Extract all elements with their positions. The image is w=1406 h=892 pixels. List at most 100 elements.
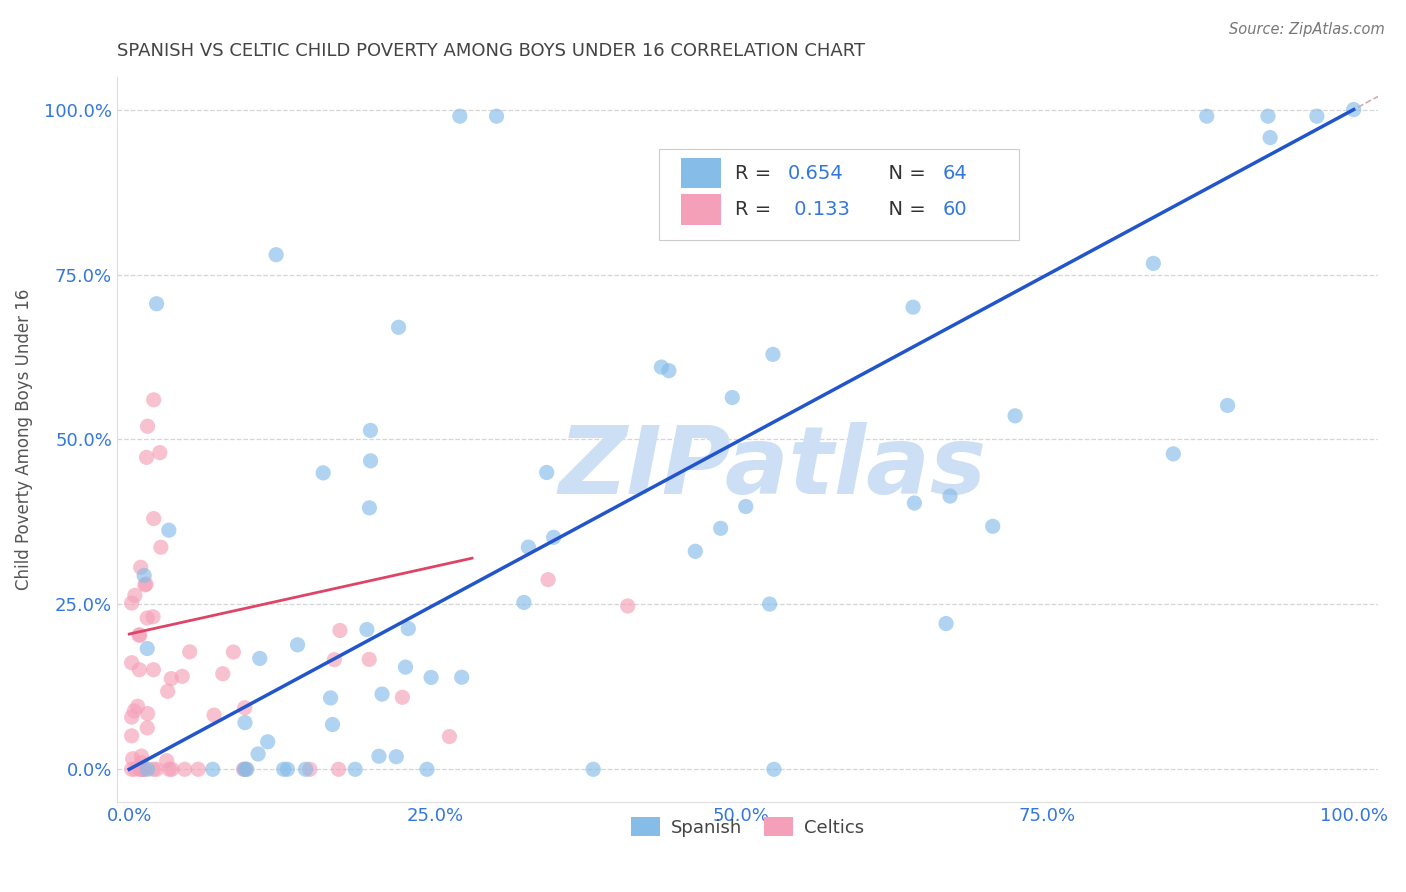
Point	[247, 747, 270, 761]
Point	[319, 690, 342, 705]
Point	[536, 466, 558, 480]
Point	[385, 749, 408, 764]
Point	[136, 419, 159, 434]
Point	[1195, 109, 1218, 123]
Y-axis label: Child Poverty Among Boys Under 16: Child Poverty Among Boys Under 16	[15, 289, 32, 591]
Point	[132, 762, 155, 776]
Point	[121, 752, 143, 766]
Point	[222, 645, 245, 659]
Point	[149, 541, 172, 555]
Point	[368, 749, 391, 764]
Point	[685, 544, 707, 558]
Point	[344, 762, 367, 776]
Point	[1216, 399, 1239, 413]
Point	[537, 573, 560, 587]
Point	[211, 666, 233, 681]
Point	[160, 762, 183, 776]
Point	[179, 645, 201, 659]
Point	[236, 762, 259, 776]
Point	[616, 599, 638, 613]
Point	[127, 699, 149, 714]
Point	[359, 652, 381, 666]
Point	[1306, 109, 1329, 123]
Point	[129, 762, 152, 776]
Text: N =: N =	[876, 200, 932, 219]
Point	[264, 248, 287, 262]
Point	[650, 360, 672, 375]
Point	[135, 450, 157, 465]
Point	[359, 500, 381, 515]
Point	[160, 672, 183, 686]
Point	[294, 762, 316, 776]
Point	[121, 762, 143, 776]
Point	[387, 320, 409, 334]
Point	[136, 762, 159, 776]
Point	[121, 596, 143, 610]
Point	[328, 762, 350, 776]
Point	[142, 511, 165, 525]
Point	[420, 670, 443, 684]
Point	[173, 762, 195, 776]
FancyBboxPatch shape	[659, 149, 1019, 240]
Point	[134, 762, 156, 776]
Point	[396, 622, 419, 636]
Point	[273, 762, 295, 776]
Point	[485, 109, 508, 123]
Point	[1004, 409, 1026, 423]
Point	[131, 762, 153, 776]
Point	[233, 762, 256, 776]
Point	[359, 424, 381, 438]
Point	[136, 721, 159, 735]
Point	[124, 588, 146, 602]
Point	[157, 762, 180, 776]
Point	[233, 700, 256, 714]
Point	[128, 628, 150, 642]
Point	[156, 684, 179, 698]
Point	[157, 523, 180, 537]
Point	[136, 641, 159, 656]
Point	[187, 762, 209, 776]
Text: N =: N =	[876, 163, 932, 183]
Point	[129, 560, 152, 574]
Point	[323, 653, 346, 667]
Point	[287, 638, 309, 652]
Point	[142, 762, 165, 776]
Point	[156, 754, 179, 768]
Point	[134, 568, 156, 582]
Point	[142, 663, 165, 677]
Text: Source: ZipAtlas.com: Source: ZipAtlas.com	[1229, 22, 1385, 37]
Point	[356, 623, 378, 637]
Point	[762, 347, 785, 361]
Text: ZIPatlas: ZIPatlas	[558, 423, 987, 515]
Point	[1163, 447, 1185, 461]
Point	[131, 756, 153, 770]
Point	[128, 628, 150, 642]
Point	[450, 670, 472, 684]
Point	[721, 391, 744, 405]
Point	[149, 445, 172, 459]
Point	[202, 708, 225, 723]
Point	[329, 624, 352, 638]
Text: 0.654: 0.654	[787, 163, 844, 183]
Text: R =: R =	[735, 163, 778, 183]
Point	[762, 762, 785, 776]
Point	[142, 609, 165, 624]
Point	[391, 690, 413, 705]
Point	[371, 687, 394, 701]
Point	[121, 656, 143, 670]
Point	[1142, 256, 1164, 270]
Text: R =: R =	[735, 200, 778, 219]
Point	[582, 762, 605, 776]
Point	[256, 735, 278, 749]
Bar	[681, 158, 721, 188]
Bar	[681, 194, 721, 225]
Point	[136, 706, 159, 721]
Point	[1258, 130, 1281, 145]
Point	[235, 762, 257, 776]
Point	[734, 500, 756, 514]
Point	[312, 466, 335, 480]
Point	[981, 519, 1004, 533]
Point	[134, 578, 156, 592]
Point	[142, 392, 165, 407]
Text: 60: 60	[943, 200, 967, 219]
